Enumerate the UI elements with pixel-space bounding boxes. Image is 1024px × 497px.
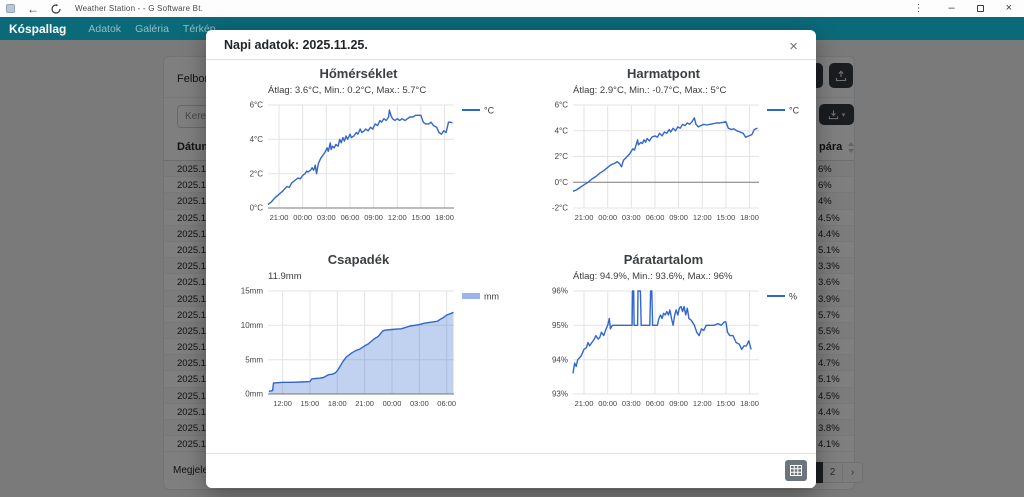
chart-cell-temperature: Hőmérséklet Átlag: 3.6°C, Min.: 0.2°C, M… — [206, 60, 511, 246]
window-close-button[interactable]: × — [1005, 2, 1012, 14]
back-button[interactable]: ← — [27, 1, 39, 16]
modal-body: Hőmérséklet Átlag: 3.6°C, Min.: 0.2°C, M… — [206, 60, 816, 453]
svg-text:15:00: 15:00 — [412, 213, 431, 222]
svg-text:°C: °C — [789, 106, 800, 116]
chart-cell-precipitation: Csapadék 11.9mm 12:00 15:00 18:00 21:00 00:00… — [206, 246, 511, 453]
daily-data-modal: Napi adatok: 2025.11.25. × Hőmérséklet Á… — [206, 30, 816, 488]
precipitation-chart: 11.9mm 12:00 15:00 18:00 21:00 00:00 03:00 06:0… — [241, 271, 499, 408]
svg-text:11.9mm: 11.9mm — [268, 271, 302, 282]
navbar-brand[interactable]: Kóspallag — [9, 21, 67, 36]
window-titlebar: ← Weather Station - - G Software Bt. ⋮ –… — [0, 0, 1024, 17]
table-icon — [790, 465, 802, 476]
svg-text:0mm: 0mm — [245, 390, 263, 399]
svg-text:21:00: 21:00 — [355, 399, 374, 408]
svg-text:03:00: 03:00 — [317, 213, 336, 222]
svg-text:12:00: 12:00 — [388, 213, 407, 222]
svg-text:10mm: 10mm — [241, 321, 264, 330]
svg-text:15mm: 15mm — [241, 287, 264, 296]
svg-text:4°C: 4°C — [555, 126, 569, 135]
precipitation-chart-title: Csapadék — [327, 252, 390, 267]
svg-text:15:00: 15:00 — [717, 399, 736, 408]
svg-text:15:00: 15:00 — [301, 399, 320, 408]
minimize-button[interactable]: – — [948, 2, 955, 14]
svg-text:09:00: 09:00 — [669, 213, 688, 222]
svg-text:Átlag: 94.9%, Min.: 93.6%, Max: Átlag: 94.9%, Min.: 93.6%, Max.: 96% — [573, 271, 733, 282]
svg-text:06:00: 06:00 — [341, 213, 360, 222]
svg-text:93%: 93% — [552, 390, 568, 399]
nav-item-galeria[interactable]: Galéria — [135, 22, 169, 35]
refresh-button[interactable] — [45, 1, 67, 16]
svg-text:4°C: 4°C — [250, 135, 264, 144]
window-title: Weather Station - - G Software Bt. — [75, 4, 204, 13]
kebab-menu-button[interactable]: ⋮ — [913, 2, 924, 14]
svg-text:18:00: 18:00 — [328, 399, 347, 408]
svg-text:18:00: 18:00 — [740, 399, 759, 408]
svg-text:96%: 96% — [552, 287, 568, 296]
svg-text:2°C: 2°C — [555, 152, 569, 161]
humidity-chart: Átlag: 94.9%, Min.: 93.6%, Max.: 96% 21:0… — [552, 271, 797, 408]
svg-text:Átlag: 3.6°C, Min.: 0.2°C, Max: Átlag: 3.6°C, Min.: 0.2°C, Max.: 5.7°C — [268, 85, 426, 96]
svg-text:06:00: 06:00 — [646, 399, 665, 408]
svg-text:21:00: 21:00 — [575, 213, 594, 222]
modal-footer — [206, 453, 816, 488]
temperature-chart: Átlag: 3.6°C, Min.: 0.2°C, Max.: 5.7°C 21… — [250, 85, 495, 222]
svg-text:18:00: 18:00 — [740, 213, 759, 222]
chart-cell-humidity: Páratartalom Átlag: 94.9%, Min.: 93.6%, … — [511, 246, 816, 453]
svg-text:12:00: 12:00 — [273, 399, 292, 408]
svg-text:94%: 94% — [552, 355, 568, 364]
navbar-items: Adatok Galéria Térkép — [88, 23, 215, 35]
nav-item-adatok[interactable]: Adatok — [88, 22, 122, 35]
svg-text:15:00: 15:00 — [717, 213, 736, 222]
chart-cell-dewpoint: Harmatpont Átlag: 2.9°C, Min.: -0.7°C, M… — [511, 60, 816, 246]
svg-text:mm: mm — [484, 292, 499, 302]
svg-text:03:00: 03:00 — [410, 399, 429, 408]
svg-text:00:00: 00:00 — [598, 399, 617, 408]
modal-title: Napi adatok: 2025.11.25. — [224, 38, 368, 52]
svg-text:0°C: 0°C — [250, 204, 264, 213]
dewpoint-chart-title: Harmatpont — [627, 66, 700, 81]
svg-text:°C: °C — [484, 106, 495, 116]
svg-text:21:00: 21:00 — [270, 213, 289, 222]
svg-text:-2°C: -2°C — [552, 204, 568, 213]
svg-text:06:00: 06:00 — [437, 399, 456, 408]
svg-text:12:00: 12:00 — [693, 399, 712, 408]
svg-text:6°C: 6°C — [250, 101, 264, 110]
dewpoint-chart: Átlag: 2.9°C, Min.: -0.7°C, Max.: 5°C 21:… — [552, 85, 800, 222]
svg-text:03:00: 03:00 — [622, 399, 641, 408]
svg-text:%: % — [789, 292, 797, 302]
svg-text:06:00: 06:00 — [646, 213, 665, 222]
svg-text:Átlag: 2.9°C, Min.: -0.7°C, Ma: Átlag: 2.9°C, Min.: -0.7°C, Max.: 5°C — [573, 85, 727, 96]
svg-text:00:00: 00:00 — [293, 213, 312, 222]
temperature-chart-title: Hőmérséklet — [319, 66, 398, 81]
svg-text:2°C: 2°C — [250, 169, 264, 178]
svg-text:09:00: 09:00 — [364, 213, 383, 222]
table-view-button[interactable] — [785, 460, 807, 481]
maximize-button[interactable] — [966, 1, 995, 16]
svg-text:12:00: 12:00 — [693, 213, 712, 222]
svg-text:95%: 95% — [552, 321, 568, 330]
svg-text:00:00: 00:00 — [598, 213, 617, 222]
svg-text:5mm: 5mm — [245, 355, 263, 364]
app-icon — [6, 4, 15, 13]
svg-text:0°C: 0°C — [555, 178, 569, 187]
modal-close-button[interactable]: × — [783, 34, 804, 59]
humidity-chart-title: Páratartalom — [623, 252, 704, 267]
svg-text:6°C: 6°C — [555, 101, 569, 110]
svg-text:21:00: 21:00 — [575, 399, 594, 408]
svg-text:00:00: 00:00 — [383, 399, 402, 408]
svg-text:09:00: 09:00 — [669, 399, 688, 408]
refresh-icon — [51, 3, 61, 14]
modal-header: Napi adatok: 2025.11.25. × — [206, 30, 816, 60]
svg-text:18:00: 18:00 — [435, 213, 454, 222]
maximize-icon — [976, 5, 984, 12]
svg-text:03:00: 03:00 — [622, 213, 641, 222]
